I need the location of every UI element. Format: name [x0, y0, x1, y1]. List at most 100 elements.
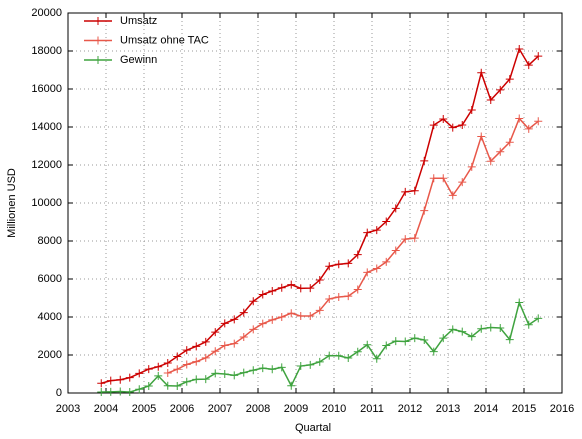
point-marker	[458, 121, 467, 130]
point-marker	[353, 250, 362, 259]
point-marker	[344, 354, 353, 363]
point-marker	[249, 366, 258, 375]
point-marker	[420, 156, 429, 165]
point-marker	[534, 52, 543, 61]
point-marker	[201, 375, 210, 384]
point-marker	[144, 381, 153, 390]
x-tick-label: 2015	[512, 403, 536, 415]
point-marker	[410, 334, 419, 343]
point-marker	[173, 365, 182, 374]
legend-label: Gewinn	[120, 54, 157, 66]
point-marker	[496, 324, 505, 333]
point-marker	[144, 365, 153, 374]
y-tick-label: 14000	[31, 121, 62, 133]
point-marker	[372, 354, 381, 363]
legend-swatch	[94, 17, 102, 25]
y-tick-label: 18000	[31, 45, 62, 57]
point-marker	[448, 325, 457, 334]
point-marker	[467, 162, 476, 171]
point-marker	[429, 347, 438, 356]
point-marker	[97, 379, 106, 388]
point-marker	[534, 117, 543, 126]
point-marker	[439, 174, 448, 183]
point-marker	[458, 327, 467, 336]
point-marker	[211, 369, 220, 378]
point-marker	[192, 375, 201, 384]
point-marker	[306, 312, 315, 321]
point-marker	[334, 260, 343, 269]
y-tick-label: 8000	[38, 235, 62, 247]
point-marker	[505, 335, 514, 344]
point-marker	[467, 106, 476, 115]
y-tick-label: 20000	[31, 7, 62, 19]
point-marker	[258, 290, 267, 299]
point-marker	[154, 362, 163, 371]
point-marker	[125, 388, 134, 397]
point-marker	[154, 371, 163, 380]
point-marker	[477, 68, 486, 77]
x-tick-label: 2011	[360, 403, 384, 415]
x-tick-label: 2006	[170, 403, 194, 415]
point-marker	[515, 298, 524, 307]
point-marker	[344, 292, 353, 301]
point-marker	[363, 268, 372, 277]
point-marker	[401, 235, 410, 244]
point-marker	[249, 297, 258, 306]
x-tick-label: 2012	[398, 403, 422, 415]
point-marker	[401, 187, 410, 196]
point-marker	[220, 341, 229, 350]
legend-label: Umsatz ohne TAC	[120, 34, 209, 46]
point-marker	[524, 61, 533, 70]
point-marker	[448, 191, 457, 200]
point-marker	[515, 114, 524, 123]
point-marker	[135, 369, 144, 378]
point-marker	[182, 377, 191, 386]
point-marker	[296, 312, 305, 321]
point-marker	[268, 365, 277, 374]
point-marker	[353, 285, 362, 294]
point-marker	[296, 284, 305, 293]
y-tick-label: 16000	[31, 83, 62, 95]
point-marker	[201, 353, 210, 362]
point-marker	[534, 314, 543, 323]
legend-swatch	[94, 56, 102, 64]
point-marker	[230, 371, 239, 380]
point-marker	[344, 259, 353, 268]
y-tick-label: 0	[56, 387, 62, 399]
x-tick-label: 2005	[132, 403, 156, 415]
y-axis-label: Millionen USD	[6, 168, 18, 238]
point-marker	[429, 174, 438, 183]
y-tick-label: 2000	[38, 349, 62, 361]
x-axis-label: Quartal	[295, 422, 331, 434]
x-tick-label: 2010	[322, 403, 346, 415]
point-marker	[211, 347, 220, 356]
point-marker	[106, 387, 115, 396]
point-marker	[315, 306, 324, 315]
y-tick-label: 12000	[31, 159, 62, 171]
point-marker	[448, 123, 457, 132]
point-marker	[249, 325, 258, 334]
point-marker	[239, 368, 248, 377]
point-marker	[391, 337, 400, 346]
point-marker	[239, 308, 248, 317]
point-marker	[363, 340, 372, 349]
point-marker	[429, 121, 438, 130]
point-marker	[505, 138, 514, 147]
point-marker	[277, 313, 286, 321]
point-marker	[505, 75, 514, 84]
point-marker	[173, 352, 182, 361]
point-marker	[315, 357, 324, 366]
point-marker	[363, 228, 372, 237]
point-marker	[372, 264, 381, 273]
point-marker	[287, 280, 296, 289]
point-marker	[467, 332, 476, 341]
point-marker	[97, 388, 106, 397]
x-tick-label: 2013	[436, 403, 460, 415]
point-marker	[524, 320, 533, 329]
point-marker	[287, 381, 296, 390]
point-marker	[391, 246, 400, 255]
series-line	[101, 47, 539, 384]
point-marker	[192, 357, 201, 366]
point-marker	[515, 45, 524, 54]
